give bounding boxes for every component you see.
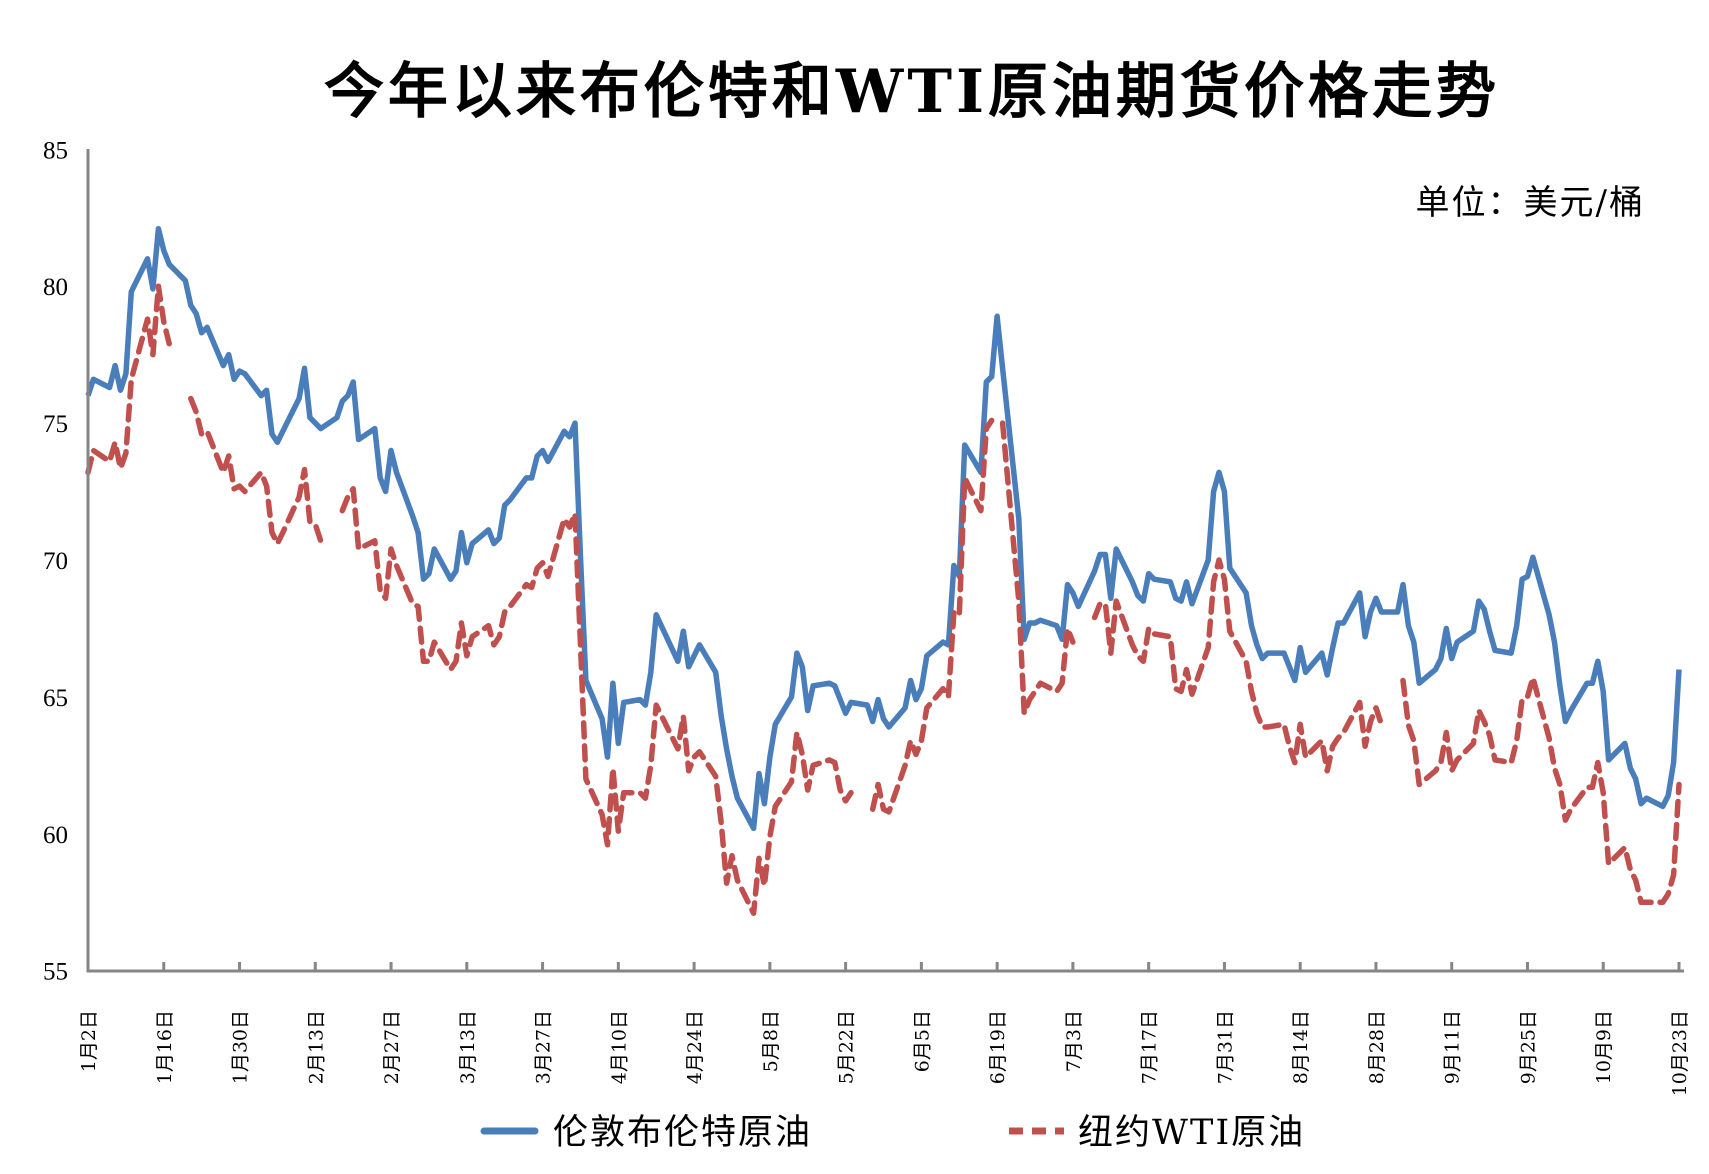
series-wti <box>85 283 1682 916</box>
y-tick-label: 70 <box>43 548 68 575</box>
wti-line <box>1091 557 1385 774</box>
x-tick-label: 8月28日 <box>1366 1010 1388 1084</box>
x-tick-label: 6月19日 <box>987 1010 1009 1084</box>
y-tick-label: 55 <box>43 959 68 986</box>
wti-line <box>1400 674 1682 906</box>
x-tick-label: 7月17日 <box>1139 1010 1161 1084</box>
series-layer <box>85 225 1682 916</box>
legend-item-brent: 伦敦布伦特原油 <box>480 1113 812 1153</box>
x-axis-ticks: 1月2日 1月16日 1月30日 2月13日 2月27日 3月13日 3月27日 4月10日 4… <box>78 962 1691 1096</box>
x-tick-label: 5月22日 <box>836 1010 858 1084</box>
wti-line <box>999 420 1076 717</box>
x-tick-label: 9月25日 <box>1517 1010 1539 1084</box>
chart-title: 今年以来布伦特和WTI原油期货价格走势 <box>324 57 1500 127</box>
x-tick-label: 4月10日 <box>608 1010 630 1084</box>
x-tick-label: 2月27日 <box>381 1010 403 1084</box>
wti-line <box>85 283 172 476</box>
x-tick-label: 4月24日 <box>684 1010 706 1084</box>
x-tick-label: 1月30日 <box>230 1010 252 1084</box>
y-axis-ticks: 55 60 65 70 75 80 85 <box>43 137 68 985</box>
y-tick-label: 60 <box>43 822 68 849</box>
legend-label-wti: 纽约WTI原油 <box>1078 1113 1305 1153</box>
legend-item-wti: 纽约WTI原油 <box>1009 1113 1305 1153</box>
legend: 伦敦布伦特原油 纽约WTI原油 <box>480 1113 1305 1153</box>
x-tick-label: 3月27日 <box>533 1010 555 1084</box>
x-tick-label: 5月8日 <box>760 1010 782 1072</box>
wti-line <box>869 417 995 815</box>
x-tick-label: 6月5日 <box>911 1010 933 1072</box>
x-tick-label: 2月13日 <box>305 1010 327 1084</box>
brent-line <box>85 225 1682 832</box>
x-tick-label: 1月16日 <box>154 1010 176 1084</box>
unit-label: 单位：美元/桶 <box>1416 183 1645 223</box>
y-tick-label: 75 <box>43 411 68 438</box>
x-tick-label: 7月3日 <box>1063 1010 1085 1072</box>
legend-label-brent: 伦敦布伦特原油 <box>553 1113 812 1153</box>
y-tick-label: 65 <box>43 685 68 712</box>
y-tick-label: 85 <box>43 137 68 164</box>
x-tick-label: 10月23日 <box>1669 1010 1691 1096</box>
y-tick-label: 80 <box>43 274 68 301</box>
x-tick-label: 8月14日 <box>1290 1010 1312 1084</box>
series-brent <box>85 225 1682 832</box>
x-tick-label: 3月13日 <box>457 1010 479 1084</box>
wti-line <box>339 486 854 916</box>
x-tick-label: 10月9日 <box>1593 1010 1615 1084</box>
x-tick-label: 9月11日 <box>1442 1010 1464 1084</box>
x-tick-label: 7月31日 <box>1214 1010 1236 1084</box>
x-tick-label: 1月2日 <box>78 1010 100 1072</box>
wti-line <box>188 395 324 547</box>
